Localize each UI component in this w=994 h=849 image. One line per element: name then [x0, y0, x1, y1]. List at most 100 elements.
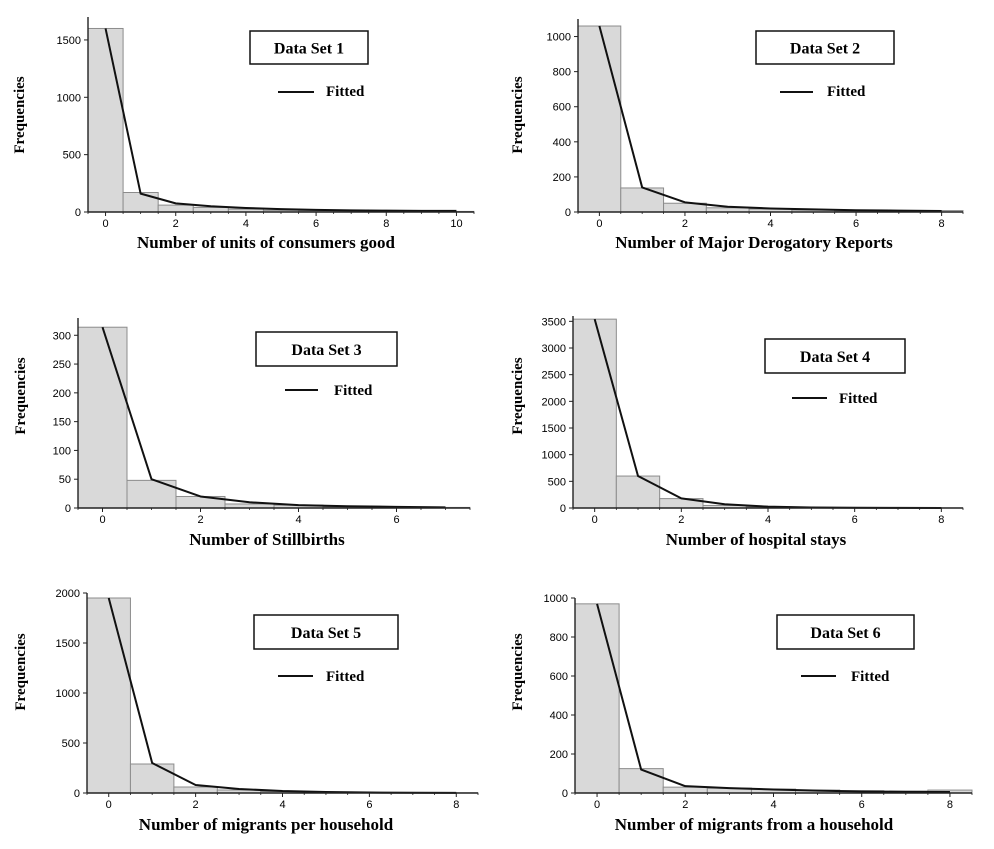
bar-2 — [662, 786, 708, 794]
y-tick-label: 0 — [562, 788, 568, 800]
fitted-line — [101, 326, 446, 509]
y-tick-label: 1000 — [57, 92, 81, 104]
legend-title-box — [764, 338, 906, 374]
y-tick-label: 1000 — [547, 32, 571, 44]
y-tick-label: 0 — [565, 207, 571, 219]
chart-panel-2: 0 2 4 6 8 0 200 400 600 800 1000 Data Set 2 Fitted … — [497, 0, 994, 283]
chart-panel-6: 0 2 4 6 8 0 200 400 600 800 1000 Data Set 6 Fitted … — [497, 566, 994, 849]
bar-1 — [129, 763, 175, 794]
x-tick-label: 6 — [852, 514, 858, 526]
x-axis-label: Number of migrants per household — [139, 815, 394, 834]
bar-1 — [122, 192, 159, 213]
bar-1 — [618, 768, 664, 794]
y-tick-label: 150 — [53, 417, 71, 429]
x-tick-label: 6 — [853, 218, 859, 230]
legend-label: Fitted — [326, 669, 365, 685]
chart-title: Data Set 1 — [274, 41, 344, 58]
y-axis-label: Frequencies — [510, 76, 526, 153]
chart-panel-1: 0 2 4 6 8 10 0 500 1000 1500 Data Set 1 Fitted Num… — [0, 0, 497, 283]
legend-group: Data Set 4 Fitted — [764, 338, 906, 407]
x-tick-label: 0 — [99, 514, 105, 526]
axes-group: 0 2 4 6 8 0 500 1000 1500 2000 — [56, 588, 479, 811]
bar-0 — [572, 318, 617, 509]
legend-title-box — [755, 30, 895, 65]
fitted-line — [596, 603, 950, 794]
chart-title: Data Set 2 — [790, 41, 860, 58]
x-tick-label: 4 — [765, 514, 771, 526]
y-tick-label: 250 — [53, 359, 71, 371]
x-tick-label: 6 — [859, 799, 865, 811]
x-axis-label: Number of Major Derogatory Reports — [615, 233, 893, 252]
chart-title: Data Set 3 — [291, 342, 361, 359]
x-tick-label: 0 — [592, 514, 598, 526]
y-axis-label: Frequencies — [510, 357, 526, 434]
chart-panel-5: 0 2 4 6 8 0 500 1000 1500 2000 Data Set 5 Fitted N… — [0, 566, 497, 849]
y-tick-label: 0 — [75, 207, 81, 219]
fitted-line — [598, 25, 942, 212]
x-tick-label: 2 — [193, 799, 199, 811]
y-tick-label: 500 — [63, 150, 81, 162]
y-axis-label: Frequencies — [13, 357, 29, 434]
axes-group: 0 2 4 6 8 0 500 1000 1500 2000 2500 3000 3500 — [542, 316, 964, 526]
y-tick-label: 1000 — [56, 688, 80, 700]
chart-5: 0 2 4 6 8 0 500 1000 1500 2000 Data Set 5 Fitted N… — [13, 588, 479, 834]
x-tick-label: 8 — [383, 218, 389, 230]
legend-label: Fitted — [334, 383, 373, 399]
legend-title-box — [253, 614, 399, 650]
y-tick-label: 0 — [65, 503, 71, 515]
legend-label: Fitted — [326, 84, 365, 100]
x-tick-label: 2 — [682, 218, 688, 230]
x-tick-label: 4 — [295, 514, 301, 526]
x-tick-label: 0 — [106, 799, 112, 811]
fitted-group — [596, 603, 950, 794]
chart-title: Data Set 5 — [291, 625, 361, 642]
y-tick-label: 0 — [74, 788, 80, 800]
y-tick-label: 3500 — [542, 316, 566, 328]
y-axis-label: Frequencies — [12, 76, 28, 153]
axes-group: 0 2 4 6 8 10 0 500 1000 1500 — [57, 17, 475, 230]
chart-panel-3: 0 2 4 6 0 50 100 150 200 250 300 Data Set 3 Fitted … — [0, 283, 497, 566]
y-tick-label: 3000 — [542, 343, 566, 355]
x-tick-label: 0 — [596, 218, 602, 230]
legend-label: Fitted — [839, 391, 878, 407]
x-tick-label: 4 — [770, 799, 776, 811]
bars-group — [87, 27, 475, 213]
legend-title-box — [255, 331, 398, 367]
legend-title-box — [249, 30, 369, 65]
chart-title: Data Set 6 — [810, 625, 880, 642]
fitted-group — [101, 326, 446, 509]
y-axis-label: Frequencies — [510, 633, 526, 710]
y-tick-label: 400 — [550, 710, 568, 722]
bar-1 — [615, 475, 661, 509]
x-tick-label: 2 — [197, 514, 203, 526]
chart-1: 0 2 4 6 8 10 0 500 1000 1500 Data Set 1 Fitted Num… — [12, 17, 475, 252]
y-tick-label: 1000 — [544, 593, 568, 605]
fitted-group — [598, 25, 942, 212]
y-tick-label: 1000 — [542, 450, 566, 462]
x-tick-label: 2 — [682, 799, 688, 811]
legend-group: Data Set 5 Fitted — [253, 614, 399, 685]
bar-0 — [77, 326, 128, 509]
x-axis-label: Number of Stillbirths — [189, 530, 345, 549]
y-tick-label: 200 — [53, 388, 71, 400]
chart-4: 0 2 4 6 8 0 500 1000 1500 2000 2500 3000 3500 Data S… — [510, 316, 964, 549]
y-tick-label: 400 — [553, 137, 571, 149]
chart-panel-4: 0 2 4 6 8 0 500 1000 1500 2000 2500 3000 3500 Data S… — [497, 283, 994, 566]
x-tick-label: 0 — [102, 218, 108, 230]
legend-group: Data Set 3 Fitted — [255, 331, 398, 399]
legend-label: Fitted — [851, 669, 890, 685]
legend-group: Data Set 6 Fitted — [776, 614, 915, 685]
y-tick-label: 200 — [553, 172, 571, 184]
legend-group: Data Set 1 Fitted — [249, 30, 369, 100]
x-tick-label: 8 — [453, 799, 459, 811]
x-tick-label: 2 — [678, 514, 684, 526]
y-tick-label: 800 — [553, 67, 571, 79]
bars-group — [572, 318, 964, 509]
legend-group: Data Set 2 Fitted — [755, 30, 895, 100]
legend-label: Fitted — [827, 84, 866, 100]
y-tick-label: 2500 — [542, 370, 566, 382]
x-axis-label: Number of hospital stays — [666, 530, 847, 549]
x-axis-label: Number of migrants from a household — [615, 815, 894, 834]
bar-0 — [574, 603, 620, 794]
